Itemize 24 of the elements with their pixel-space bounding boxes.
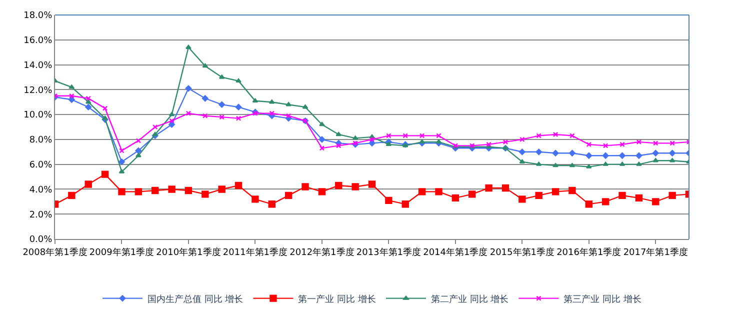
y-tick-label: 16.0% (24, 36, 53, 46)
legend-label: 国内生产总值 同比 增长 (148, 294, 244, 305)
x-tick-label: 2013年第1季度 (356, 246, 421, 258)
y-tick-label: 18.0% (24, 11, 53, 22)
x-tick-label: 2010年第1季度 (156, 246, 221, 258)
x-tick-label: 2011年第1季度 (222, 246, 288, 258)
x-tick-label: 2012年第1季度 (290, 246, 354, 258)
y-tick-label: 10.0% (24, 110, 53, 121)
x-tick-label: 2016年第1季度 (556, 246, 622, 258)
x-tick-label: 2014年第1季度 (423, 246, 488, 258)
legend-label: 第一产业 同比 增长 (298, 294, 376, 305)
y-tick-label: 14.0% (24, 60, 53, 71)
x-tick-label: 2015年第1季度 (490, 246, 554, 258)
legend-label: 第二产业 同比 增长 (430, 294, 509, 305)
y-tick-label: 8.0% (29, 136, 53, 146)
legend-label: 第三产业 同比 增长 (564, 294, 642, 305)
x-tick-label: 2017年第1季度 (623, 246, 688, 258)
y-tick-label: 6.0% (29, 160, 53, 170)
y-tick-label: 2.0% (29, 210, 53, 220)
x-tick-label: 2009年第1季度 (89, 246, 154, 258)
y-tick-label: 0.0% (29, 235, 53, 246)
y-tick-label: 4.0% (29, 185, 53, 196)
x-tick-label: 2008年第1季度 (22, 246, 88, 258)
y-tick-label: 12.0% (24, 86, 53, 96)
